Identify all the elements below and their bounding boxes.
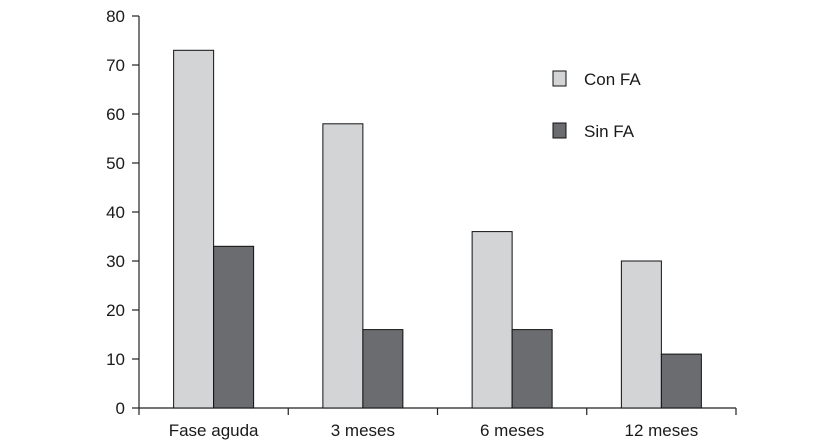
legend-label: Sin FA <box>584 122 635 141</box>
bar-sin-fa <box>511 329 553 409</box>
bar-con-fa <box>322 123 364 409</box>
x-tick-label: 3 meses <box>331 421 395 440</box>
x-tick-label: 12 meses <box>625 421 699 440</box>
y-tick-label: 20 <box>106 301 125 320</box>
y-tick-label: 80 <box>106 7 125 26</box>
bar-sin-fa <box>213 245 255 409</box>
legend-swatch <box>552 122 567 139</box>
legend-label: Con FA <box>584 70 641 89</box>
y-tick-label: 60 <box>106 105 125 124</box>
chart-bars <box>173 49 702 409</box>
bar-sin-fa <box>660 353 702 409</box>
legend-swatch <box>552 70 567 87</box>
y-tick-label: 0 <box>116 399 125 418</box>
y-tick-label: 30 <box>106 252 125 271</box>
bar-con-fa <box>620 260 662 409</box>
bar-sin-fa <box>362 329 404 409</box>
chart-axes: 0 10 20 30 40 50 60 70 80 Fase aguda 3 meses 6 mese… <box>106 7 737 440</box>
x-tick-label: Fase aguda <box>169 421 259 440</box>
x-tick-label: 6 meses <box>480 421 544 440</box>
y-tick-label: 10 <box>106 350 125 369</box>
y-tick-label: 50 <box>106 154 125 173</box>
bar-con-fa <box>471 231 513 409</box>
y-tick-label: 70 <box>106 56 125 75</box>
bar-con-fa <box>173 49 215 409</box>
y-tick-label: 40 <box>106 203 125 222</box>
chart-legend: Con FA Sin FA <box>552 70 641 141</box>
